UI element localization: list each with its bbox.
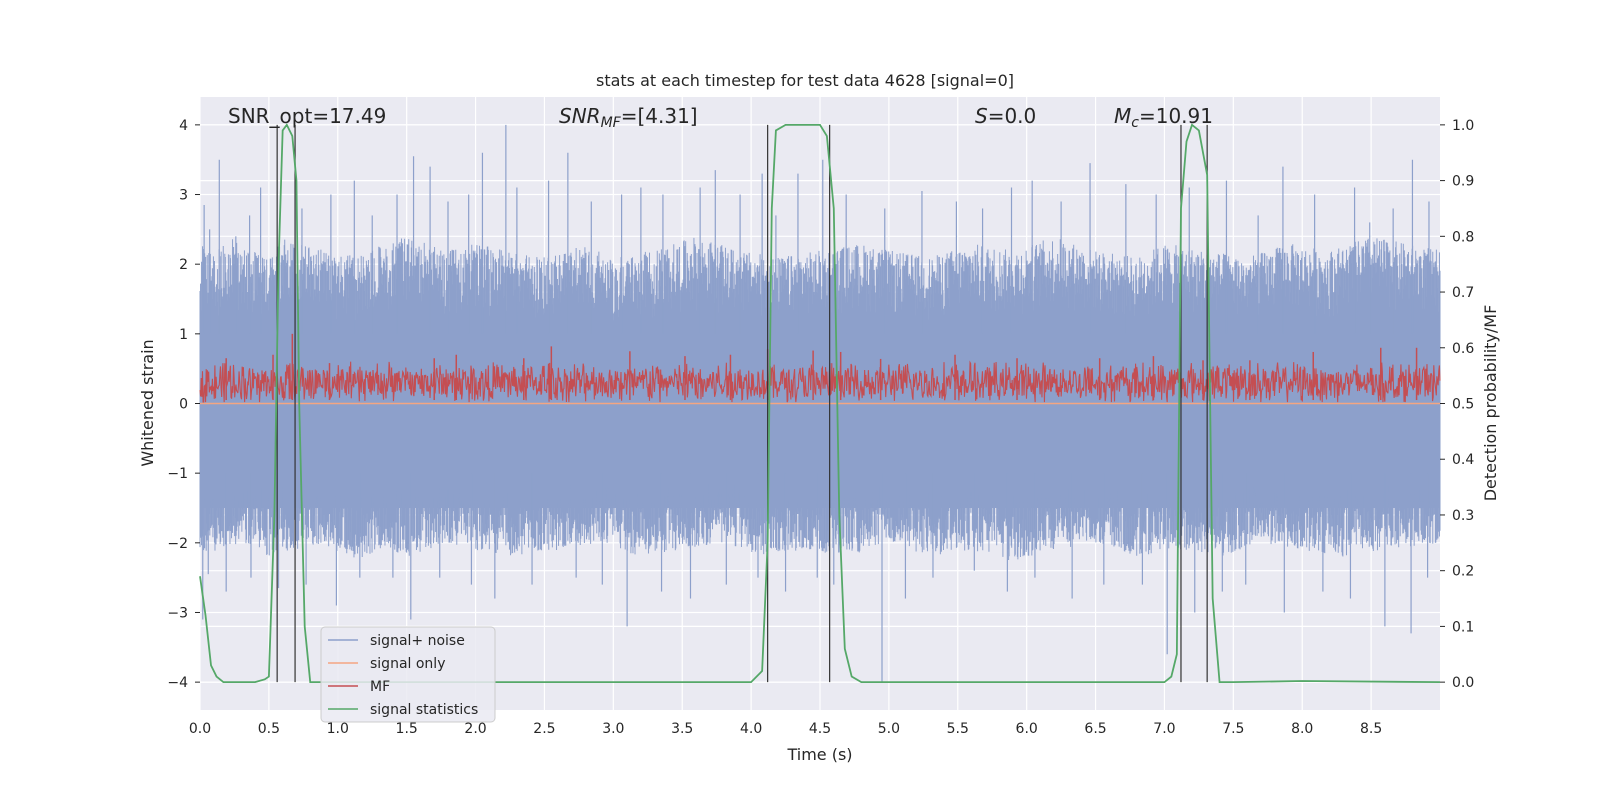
x-tick-label-9: 4.5 xyxy=(809,721,831,737)
x-tick-label-4: 2.0 xyxy=(464,721,486,737)
x-axis-ticks: 0.0 0.5 1.0 1.5 2.0 2.5 3.0 3.5 4.0 4.5 5.0 5.5 6.0 6… xyxy=(189,721,1382,737)
snr-mf-annotation: SNRMF=[4.31] xyxy=(559,104,698,131)
annotations: SNR_opt=17.49 SNRMF=[4.31] S=0.0 Mc=10.9… xyxy=(228,104,1213,131)
y-axis-left-label: Whitened strain xyxy=(138,339,157,466)
yr-tick-label-10: 1.0 xyxy=(1452,118,1474,134)
y-tick-label-7: 3 xyxy=(179,188,188,204)
yr-tick-label-0: 0.0 xyxy=(1452,675,1474,691)
snr-mf-value: =[4.31] xyxy=(621,104,698,128)
x-tick-label-2: 1.0 xyxy=(327,721,349,737)
mc-annotation: Mc=10.91 xyxy=(1114,104,1213,131)
signal-statistics-series xyxy=(199,123,1441,684)
yr-tick-label-6: 0.6 xyxy=(1452,341,1474,357)
yr-tick-label-7: 0.7 xyxy=(1452,285,1474,301)
y-tick-label-8: 4 xyxy=(179,118,188,134)
mc-value: =10.91 xyxy=(1139,104,1213,128)
yr-tick-label-1: 0.1 xyxy=(1452,619,1474,635)
yr-tick-label-5: 0.5 xyxy=(1452,397,1474,413)
yr-tick-label-9: 0.9 xyxy=(1452,174,1474,190)
s-annotation: S=0.0 xyxy=(975,104,1036,128)
chart-title: stats at each timestep for test data 462… xyxy=(596,71,1014,90)
yr-tick-label-8: 0.8 xyxy=(1452,229,1474,245)
legend-label-mf: MF xyxy=(370,679,390,695)
s-value: =0.0 xyxy=(988,104,1037,128)
s-symbol: S xyxy=(975,104,988,128)
snr-opt-annotation: SNR_opt=17.49 xyxy=(228,104,386,128)
x-tick-label-5: 2.5 xyxy=(533,721,555,737)
x-tick-label-1: 0.5 xyxy=(258,721,280,737)
yr-tick-label-4: 0.4 xyxy=(1452,452,1474,468)
x-tick-label-7: 3.5 xyxy=(671,721,693,737)
x-tick-label-17: 8.5 xyxy=(1360,721,1382,737)
legend-box xyxy=(320,626,496,723)
y-tick-label-5: 1 xyxy=(179,327,188,343)
y-tick-label-6: 2 xyxy=(179,257,188,273)
x-tick-label-13: 6.5 xyxy=(1084,721,1106,737)
yr-tick-label-2: 0.2 xyxy=(1452,564,1474,580)
x-tick-label-8: 4.0 xyxy=(740,721,762,737)
legend-label-signal-noise: signal+ noise xyxy=(370,633,465,649)
y-tick-label-4: 0 xyxy=(179,397,188,413)
x-tick-label-10: 5.0 xyxy=(878,721,900,737)
x-tick-label-12: 6.0 xyxy=(1016,721,1038,737)
y-tick-label-0: −4 xyxy=(167,675,188,691)
x-tick-label-0: 0.0 xyxy=(189,721,211,737)
snr-mf-subscript: MF xyxy=(601,115,622,131)
noise-trace xyxy=(199,237,1441,560)
y-tick-label-3: −1 xyxy=(167,466,188,482)
x-tick-label-16: 8.0 xyxy=(1291,721,1313,737)
x-tick-label-6: 3.0 xyxy=(602,721,624,737)
x-tick-label-3: 1.5 xyxy=(396,721,418,737)
y-tick-label-2: −2 xyxy=(167,536,188,552)
mc-symbol: M xyxy=(1114,104,1131,128)
y-tick-label-1: −3 xyxy=(167,605,188,621)
y-axis-right-label: Detection probability/MF xyxy=(1481,305,1500,502)
yr-tick-label-3: 0.3 xyxy=(1452,508,1474,524)
snr-mf-symbol: SNR xyxy=(559,104,601,128)
legend-label-signal-only: signal only xyxy=(370,656,445,672)
x-tick-label-15: 7.5 xyxy=(1222,721,1244,737)
signal-statistics-line xyxy=(199,123,1441,684)
y-axis-left-ticks: −4 −3 −2 −1 0 1 2 3 4 xyxy=(167,118,200,691)
mf-trace xyxy=(199,360,1441,403)
legend-label-signal-statistics: signal statistics xyxy=(370,702,478,718)
mf-series xyxy=(199,333,1441,403)
mc-subscript: c xyxy=(1131,115,1139,131)
y-axis-right-ticks: 0.0 0.1 0.2 0.3 0.4 0.5 0.6 0.7 0.8 0.9 1.0 xyxy=(1440,118,1474,691)
legend: signal+ noise signal only MF signal stat… xyxy=(320,626,496,723)
x-tick-label-14: 7.0 xyxy=(1153,721,1175,737)
x-tick-label-11: 5.5 xyxy=(947,721,969,737)
x-axis-label: Time (s) xyxy=(786,745,852,764)
